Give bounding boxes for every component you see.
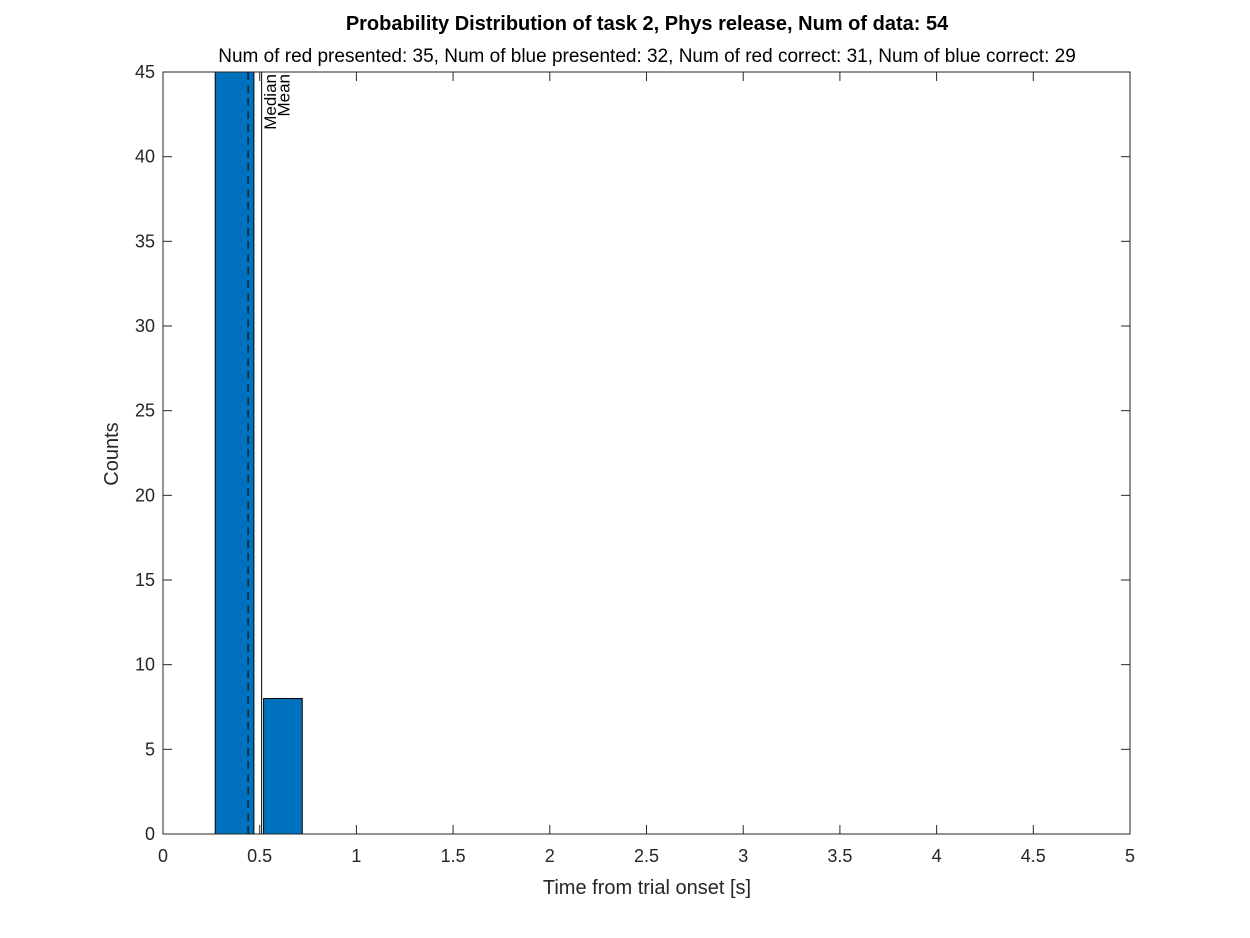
median-label: Median (261, 74, 280, 130)
x-tick-label: 5 (1125, 846, 1135, 866)
x-tick-label: 2.5 (634, 846, 659, 866)
y-tick-label: 45 (135, 62, 155, 82)
mean-label: Mean (275, 74, 294, 117)
ticks-layer (162, 71, 1131, 835)
y-tick-label: 35 (135, 231, 155, 251)
chart-subtitle: Num of red presented: 35, Num of blue pr… (218, 46, 1076, 67)
x-tick-label: 3 (738, 846, 748, 866)
x-tick-label: 0 (158, 846, 168, 866)
x-tick-label: 1 (351, 846, 361, 866)
tick-labels-layer: 0 0.5 1 1.5 2 2.5 3 3.5 4 4.5 5 0 5 10 15 20 25 30 35 40 45 (135, 62, 1135, 866)
y-axis-label: Counts (101, 422, 123, 485)
x-tick-label: 4 (932, 846, 942, 866)
x-tick-label: 2 (545, 846, 555, 866)
y-tick-label: 25 (135, 401, 155, 421)
y-tick-label: 30 (135, 316, 155, 336)
histogram-bar-2 (263, 698, 303, 835)
y-tick-label: 20 (135, 485, 155, 505)
chart-title: Probability Distribution of task 2, Phys… (346, 13, 949, 35)
histogram-bar-1 (214, 71, 255, 835)
x-tick-label: 3.5 (827, 846, 852, 866)
y-tick-label: 15 (135, 570, 155, 590)
y-tick-label: 0 (145, 824, 155, 844)
x-tick-label: 1.5 (441, 846, 466, 866)
x-axis-label: Time from trial onset [s] (543, 877, 751, 899)
x-tick-label: 4.5 (1021, 846, 1046, 866)
x-tick-label: 0.5 (247, 846, 272, 866)
bars-layer (214, 71, 303, 835)
y-tick-label: 40 (135, 147, 155, 167)
y-tick-label: 5 (145, 739, 155, 759)
plot-area (163, 72, 1130, 834)
y-tick-label: 10 (135, 655, 155, 675)
